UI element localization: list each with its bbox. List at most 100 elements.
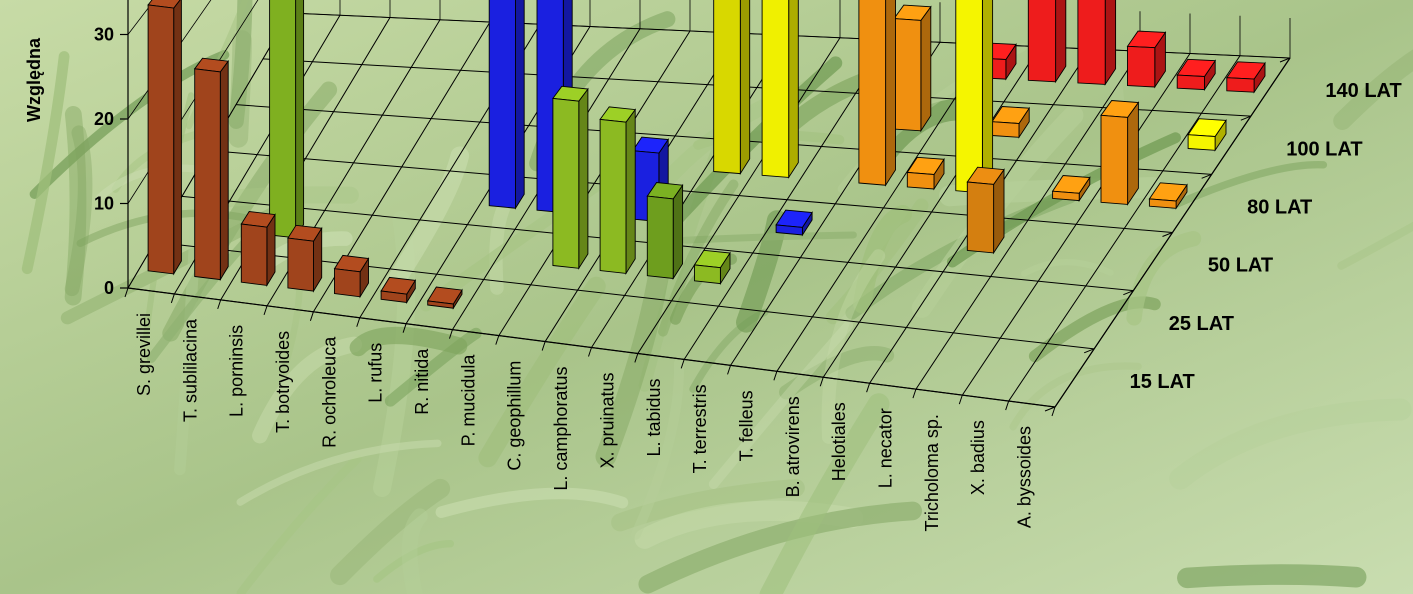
depth-tick [1201,173,1212,179]
bar [1225,61,1266,94]
bar [147,0,182,276]
series-depth-label: 80 LAT [1247,196,1312,218]
x-tick [1005,400,1010,411]
chart-axes: 0 10 20 30 [94,0,1291,417]
x-tick [541,341,546,351]
bar [287,224,323,293]
depth-tick [1123,290,1134,296]
floor-gridline [961,53,1191,396]
bar [893,4,932,133]
x-tick [958,394,963,405]
bar [713,0,751,176]
x-tick-label: Helotiales [829,402,849,481]
x-tick [773,371,778,381]
bar [380,276,417,305]
bar [333,254,370,299]
depth-tick [1083,348,1095,354]
x-tick-label: S. grevillei [134,313,154,396]
x-tick [819,377,824,387]
floor-gridline [683,39,891,360]
bar [1187,118,1227,152]
x-tick [356,317,361,327]
bar [966,166,1005,255]
depth-tick [1044,406,1056,412]
depth-tick [1240,115,1252,121]
x-tick-label: L. rufus [366,343,386,403]
x-tick [124,287,129,298]
x-tick-label: T. felleus [736,390,756,461]
chart-bars [147,0,1266,310]
bar [1100,100,1140,206]
chart-labels: S. grevillei T. sublilacina L. porninsis T.… [24,37,1402,531]
x-tick [309,311,314,321]
bar [552,85,589,270]
series-depth-label: 15 LAT [1130,371,1195,393]
bar [1077,0,1117,86]
bar [858,0,896,187]
bar [488,0,525,210]
x-tick-label: T. botryoides [273,331,293,433]
x-tick [912,388,917,399]
series-depth-label: 140 LAT [1325,80,1401,102]
bar [1051,175,1091,203]
x-tick-label: R. ochroleuca [319,336,339,448]
bar [1176,58,1217,92]
bar [193,57,230,282]
depth-tick [1162,232,1173,237]
x-tick-label: T. sublilacina [180,318,200,422]
series-depth-label: 25 LAT [1169,313,1234,335]
series-depth-label: 100 LAT [1286,138,1362,160]
series-depth-label: 50 LAT [1208,255,1273,277]
x-tick [170,293,175,304]
y-tick-label: 10 [94,194,114,214]
x-tick-label: L. porninsis [227,325,247,417]
floor-gridline [1008,55,1241,402]
bar [693,249,731,286]
x-tick [680,359,685,369]
bar [775,209,813,237]
x-tick-label: L. necator [876,408,896,488]
x-tick [448,329,453,339]
x-tick-label: Tricholoma sp. [922,414,942,531]
x-tick [634,353,639,363]
bar [646,182,684,281]
x-tick-label: C. geophillum [505,361,525,471]
x-tick-label: X. badius [968,420,988,495]
floor-gridline [498,30,691,336]
bar [1126,30,1167,89]
y-tick-label: 20 [94,109,114,129]
floor-gridline [637,37,841,354]
x-tick [402,323,407,333]
x-tick-label: B. atrovirens [783,396,803,497]
bar [599,106,637,275]
y-axis-label: Względna [24,37,44,122]
x-tick-label: X. pruinatus [597,372,617,468]
y-tick-label: 30 [94,25,114,45]
x-tick-label: A. byssoides [1015,426,1035,528]
bar [761,0,799,179]
x-tick-label: R. nitida [412,348,432,415]
x-tick [217,299,222,310]
floor-gridline [591,35,791,348]
x-tick-label: L. camphoratus [551,367,571,491]
bar [906,156,945,191]
bar [240,211,276,288]
x-tick [1051,406,1056,417]
bar [955,0,994,195]
x-tick [495,335,500,345]
depth-tick [1279,57,1291,63]
x-tick-label: P. mucidula [458,354,478,447]
x-tick [588,347,592,357]
x-tick [727,365,732,375]
x-tick-label: T. terrestris [690,384,710,473]
bar [1027,0,1067,84]
bar [426,286,463,310]
floor-gridline [915,50,1141,390]
x-tick [263,305,268,316]
bar [1148,182,1188,210]
floor-gridline [822,46,1041,378]
bar [269,0,305,240]
y-tick-label: 0 [104,278,114,298]
